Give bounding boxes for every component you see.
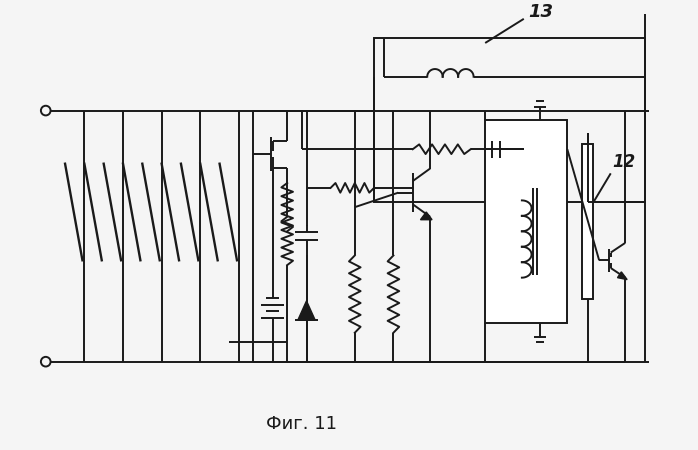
Text: Фиг. 11: Фиг. 11	[266, 415, 337, 433]
Bar	[581, 144, 593, 299]
Bar	[485, 120, 567, 323]
Text: 13: 13	[528, 3, 554, 21]
Bar	[374, 38, 644, 202]
Text: 12: 12	[613, 153, 636, 171]
Polygon shape	[298, 301, 315, 320]
Polygon shape	[420, 212, 432, 220]
Polygon shape	[618, 272, 627, 279]
